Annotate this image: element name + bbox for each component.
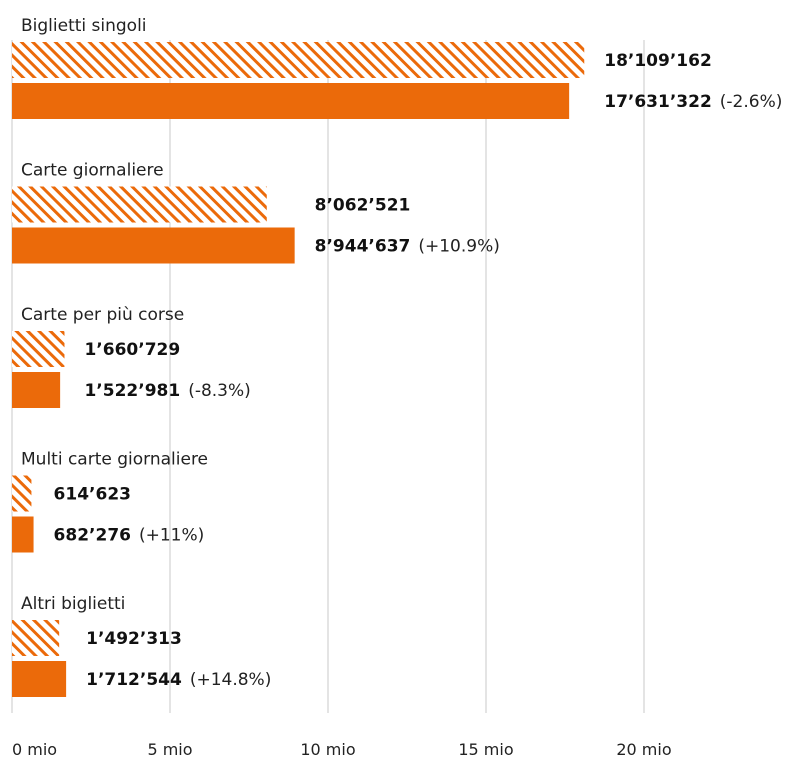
change-label: (+11%) [139, 526, 204, 546]
category-label: Carte giornaliere [21, 161, 164, 181]
labels: Biglietti singoli 18’109’162 17’631’322 (-2… [21, 16, 782, 690]
value-label-current: 682’276 (+11%) [54, 526, 205, 546]
bar-current [12, 227, 295, 264]
x-tick-label: 5 mio [147, 740, 192, 759]
value-label-current: 1’712’544 (+14.8%) [86, 670, 271, 690]
value-label-previous: 614’623 [54, 485, 131, 505]
bar-previous [12, 331, 65, 367]
x-tick-label: 20 mio [616, 740, 671, 759]
value-label-previous: 1’492’313 [86, 629, 182, 649]
x-tick-label: 10 mio [300, 740, 355, 759]
bar-previous [12, 186, 267, 223]
value-label-current: 17’631’322 (-2.6%) [604, 92, 782, 112]
value-current: 1’712’544 [86, 670, 182, 690]
value-label-previous: 18’109’162 [604, 51, 712, 71]
change-label: (+14.8%) [190, 670, 272, 690]
bar-current [12, 516, 34, 553]
category-label: Multi carte giornaliere [21, 450, 208, 470]
bar-previous [12, 475, 32, 512]
category-label: Carte per più corse [21, 305, 184, 325]
value-current: 1’522’981 [84, 381, 180, 401]
value-label-previous: 1’660’729 [84, 340, 180, 360]
value-label-current: 1’522’981 (-8.3%) [84, 381, 250, 401]
x-tick-label: 0 mio [12, 740, 57, 759]
change-label: (-2.6%) [720, 92, 783, 112]
change-label: (+10.9%) [418, 237, 500, 257]
value-label-current: 8’944’637 (+10.9%) [315, 237, 500, 257]
bar-previous [12, 42, 585, 78]
bar-current [12, 372, 61, 408]
bar-current [12, 83, 570, 119]
value-current: 682’276 [54, 526, 131, 546]
x-axis-ticks: 0 mio 5 mio 10 mio 15 mio 20 mio [12, 740, 672, 759]
gridlines [11, 40, 645, 713]
x-tick-label: 15 mio [458, 740, 513, 759]
value-current: 8’944’637 [315, 237, 411, 257]
bar-previous [12, 620, 60, 656]
category-label: Altri biglietti [21, 594, 125, 614]
bar-current [12, 661, 67, 697]
bars [12, 42, 585, 697]
category-label: Biglietti singoli [21, 16, 147, 36]
value-current: 17’631’322 [604, 92, 712, 112]
change-label: (-8.3%) [188, 381, 251, 401]
value-label-previous: 8’062’521 [315, 196, 411, 216]
